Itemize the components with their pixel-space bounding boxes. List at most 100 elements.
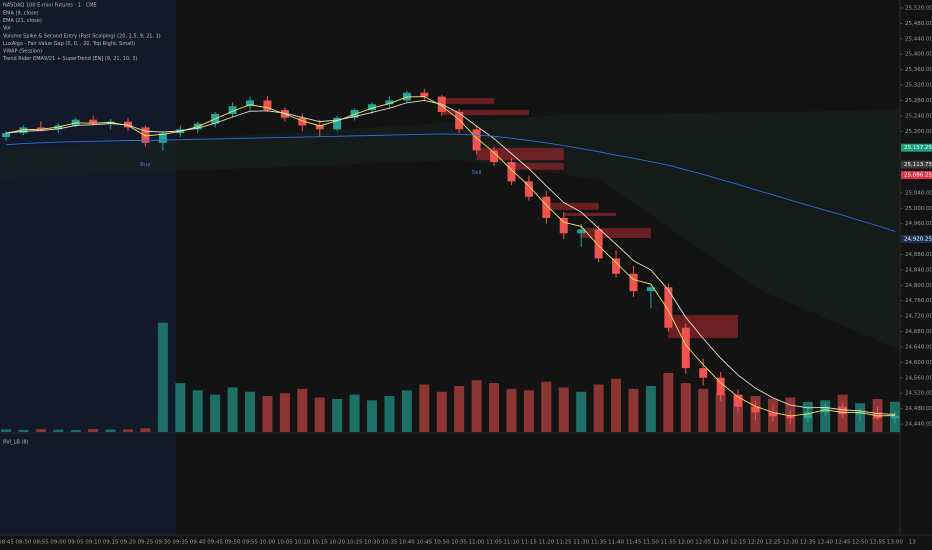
signal-label: Sell [472, 170, 482, 176]
volume-bar [297, 388, 308, 432]
candle-body [368, 104, 377, 111]
x-tick-label: 09:30 [155, 540, 171, 546]
candle-body [646, 287, 655, 292]
x-tick-label: 09:50 [225, 540, 241, 546]
volume-bar [140, 428, 151, 432]
x-tick-label: 11:30 [573, 540, 589, 546]
x-tick-label: 08:45 [0, 540, 14, 546]
volume-bar [88, 428, 99, 432]
volume-bar [471, 380, 482, 432]
candle-body [751, 406, 760, 413]
indicator-line [5, 99, 895, 415]
volume-bar [1, 429, 11, 432]
volume-bar [279, 393, 290, 432]
candle-body [716, 377, 725, 396]
x-tick-label: 12:25 [765, 540, 781, 546]
x-tick-label: 11:05 [486, 540, 502, 546]
x-tick-label: 10:10 [294, 540, 310, 546]
y-tick-label: 25,400.00 [905, 52, 932, 58]
candle-body [385, 100, 394, 105]
candle-body [490, 150, 499, 163]
x-tick-label: 09:15 [103, 540, 119, 546]
legend-entry: Trend Rider EMA9/21 + SuperTrend [EN] (9… [2, 56, 137, 62]
y-tick-label: 24,880.00 [905, 252, 932, 258]
volume-bar [436, 391, 447, 432]
x-tick-label: 12:55 [870, 540, 886, 546]
volume-bar [628, 388, 639, 432]
candle-body [36, 127, 45, 130]
x-tick-label: 09:05 [68, 540, 84, 546]
volume-bar [593, 384, 604, 432]
x-tick-label: 11:50 [643, 540, 659, 546]
x-tick-label: 10:15 [312, 540, 328, 546]
indicator-line [5, 133, 896, 232]
legend-entry: EMA (21, close) [3, 18, 42, 24]
candle-body [263, 100, 272, 111]
y-tick-label: 25,520.00 [905, 6, 932, 12]
x-tick-label: 12:35 [800, 540, 816, 546]
x-tick-label: 10:35 [382, 540, 398, 546]
x-tick-label: 09:00 [50, 540, 66, 546]
price-marker-label: 25,113.75 [904, 162, 932, 168]
volume-bar [698, 388, 709, 432]
x-tick-label: 10:40 [399, 540, 415, 546]
chart-title: NASDAQ 100 E-mini Futures · 1 · CME [3, 3, 97, 9]
y-tick-label: 24,760.00 [905, 298, 932, 304]
x-tick-label: 11:15 [521, 540, 537, 546]
volume-bar [157, 322, 168, 432]
volume-bar [558, 387, 569, 432]
x-tick-label: 12:10 [713, 540, 729, 546]
candle-body [2, 133, 10, 138]
volume-bar [611, 378, 622, 432]
candle-body [699, 368, 708, 378]
fvg-zone [668, 314, 739, 339]
candle-body [577, 229, 586, 234]
x-tick-label: 10:30 [364, 540, 380, 546]
candle-body [333, 117, 342, 130]
price-marker [901, 235, 932, 244]
x-tick-label: 10:55 [451, 540, 467, 546]
fvg-zone [441, 110, 529, 116]
candle-body [141, 127, 150, 143]
y-tick-label: 25,360.00 [905, 67, 932, 73]
volume-bar [314, 397, 325, 432]
x-tick-label: 12:15 [730, 540, 746, 546]
candle-body [524, 181, 533, 197]
price-marker-label: 24,920.25 [904, 237, 932, 243]
y-tick-label: 25,200.00 [905, 129, 932, 135]
legend-entry: Vol [3, 26, 10, 32]
candle-body [246, 100, 255, 107]
volume-bar [541, 381, 552, 432]
x-tick-label: 12:00 [678, 540, 694, 546]
price-marker [901, 143, 932, 152]
volume-bar [175, 383, 186, 432]
volume-bar [663, 373, 674, 432]
x-tick-label: 11:20 [538, 540, 554, 546]
lower-pane-title: RVI_LB (8) [3, 440, 29, 446]
candle-body [681, 327, 690, 369]
indicator-line [5, 96, 895, 417]
volume-bar [401, 390, 412, 432]
volume-bar [70, 429, 81, 432]
candle-body [124, 121, 133, 128]
legend-entry: Volume Spike & Second Entry (Fast Scalpi… [3, 33, 161, 39]
candle-body [507, 162, 516, 182]
x-tick-label: 10:20 [329, 540, 345, 546]
candle-body [228, 106, 237, 114]
fvg-zone [563, 212, 617, 216]
candle-body [472, 129, 481, 151]
x-tick-label: 11:10 [504, 540, 520, 546]
candle-body [838, 406, 847, 415]
candle-body [629, 273, 638, 292]
x-tick-label: 12:30 [782, 540, 798, 546]
cloud [0, 110, 900, 350]
candle-body [803, 412, 812, 419]
x-tick-label: 12:45 [835, 540, 851, 546]
volume-bar [384, 396, 395, 432]
candle-body [612, 258, 621, 274]
y-tick-label: 25,040.00 [905, 190, 932, 196]
candle-body [315, 125, 324, 130]
x-tick-label: 11:40 [608, 540, 624, 546]
y-tick-label: 24,960.00 [905, 221, 932, 227]
